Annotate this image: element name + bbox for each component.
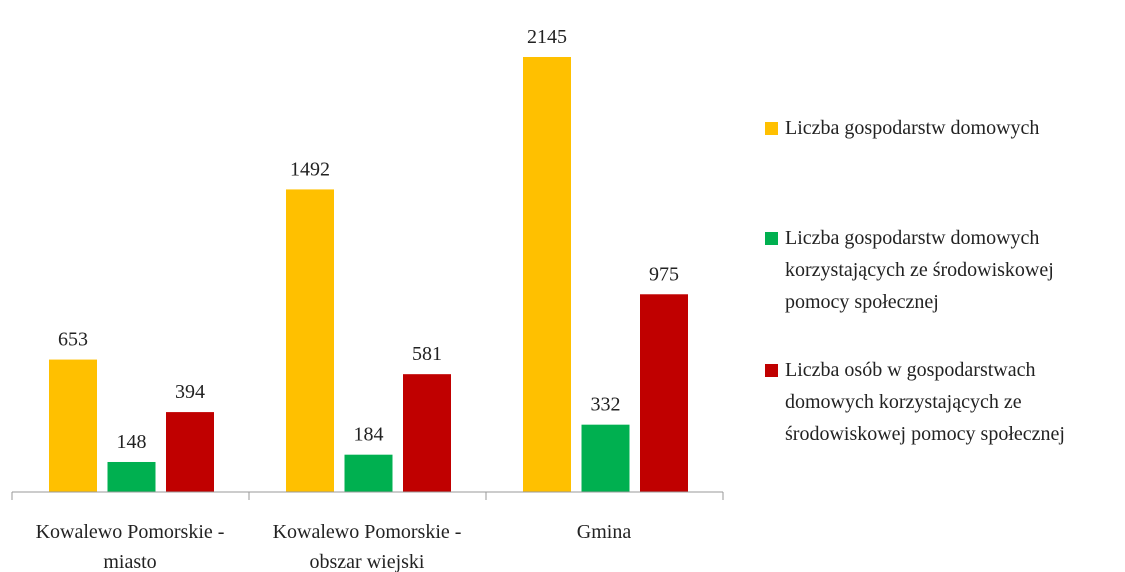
legend-item: Liczba gospodarstw domowych korzystający…: [765, 222, 1120, 318]
bar: [286, 189, 334, 492]
legend-item: Liczba osób w gospodarstwach domowych ko…: [765, 354, 1120, 450]
bar: [581, 424, 630, 492]
legend-item: Liczba gospodarstw domowych: [765, 112, 1120, 144]
value-label: 581: [412, 343, 442, 365]
value-label: 184: [354, 424, 384, 446]
bar: [107, 461, 156, 492]
legend-swatch: [765, 232, 778, 245]
legend-label: Liczba gospodarstw domowych: [785, 117, 1040, 139]
bar: [344, 454, 393, 492]
value-label: 1492: [290, 158, 330, 180]
value-label: 2145: [527, 26, 567, 48]
bar: [166, 412, 214, 492]
bar: [640, 294, 688, 492]
legend-label: Liczba osób w gospodarstwach domowych ko…: [785, 359, 1065, 445]
x-tick-label: Gmina: [576, 521, 632, 543]
value-label: 394: [175, 381, 205, 403]
value-label: 975: [649, 263, 679, 285]
bar: [523, 57, 571, 492]
x-tick-label: Kowalewo Pomorskie - miasto: [35, 521, 225, 572]
bar: [49, 359, 97, 492]
value-label: 332: [591, 394, 621, 416]
value-label: 653: [58, 329, 88, 351]
legend-label: Liczba gospodarstw domowych korzystający…: [785, 227, 1054, 313]
legend-swatch: [765, 364, 778, 377]
bar: [403, 374, 451, 492]
value-label: 148: [117, 431, 147, 453]
x-tick-label: Kowalewo Pomorskie - obszar wiejski: [272, 521, 462, 572]
legend-swatch: [765, 122, 778, 135]
